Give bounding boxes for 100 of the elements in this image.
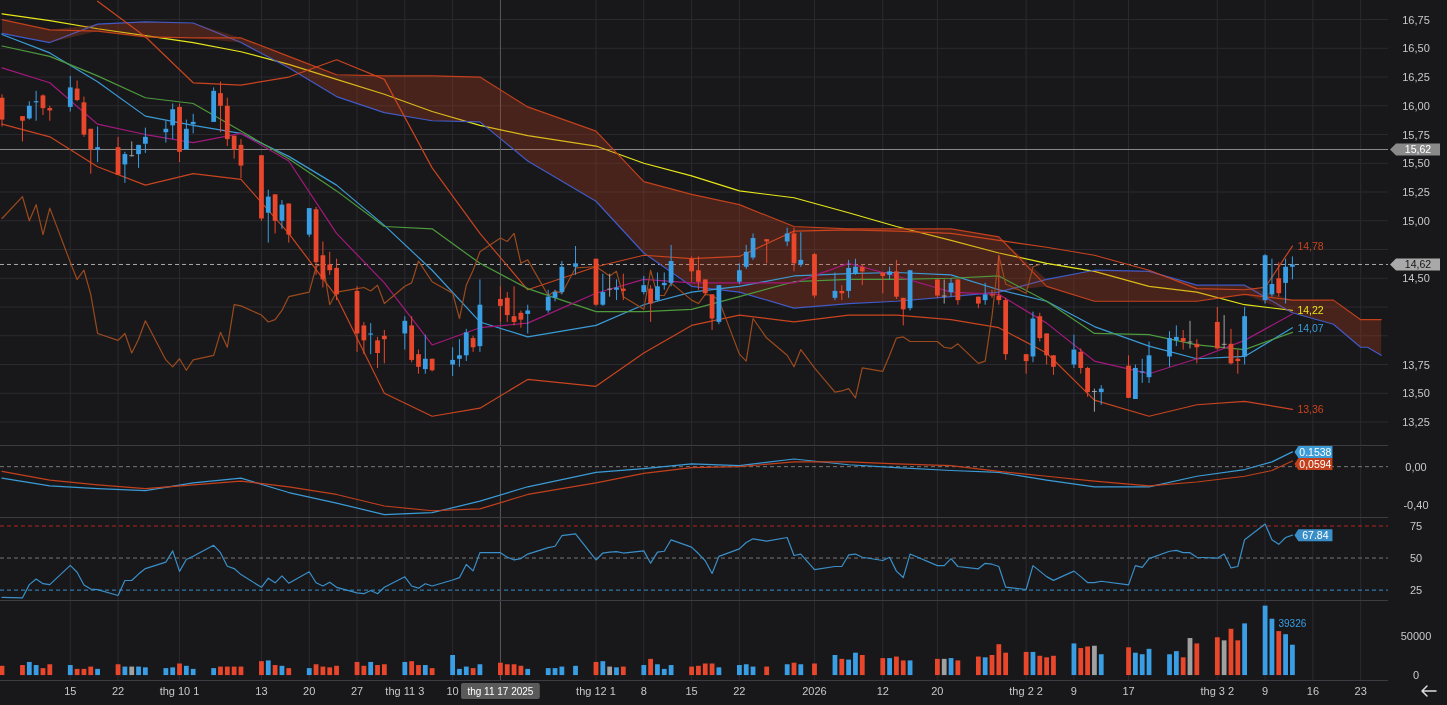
bar: [1044, 657, 1050, 676]
bar: [334, 665, 339, 676]
candlestick: [88, 128, 94, 175]
bar: [1126, 647, 1131, 676]
bar: [368, 661, 374, 676]
candlestick: [1290, 255, 1295, 280]
bar: [47, 664, 53, 676]
y-tick-label: 15,50: [1402, 157, 1430, 170]
candlestick: [859, 263, 865, 286]
x-tick-label: 16: [1306, 685, 1320, 697]
bar: [1139, 654, 1145, 676]
bar: [1167, 654, 1172, 676]
bar: [183, 665, 189, 676]
bar: [231, 666, 237, 676]
candlestick: [1092, 388, 1097, 413]
bar: [573, 665, 578, 676]
bar: [812, 663, 817, 676]
candlestick: [784, 227, 790, 247]
y-tick-label: 13,50: [1402, 387, 1430, 400]
candlestick: [641, 275, 647, 295]
candlestick: [1283, 258, 1288, 305]
x-tick-label: thg 3 2: [1200, 685, 1235, 697]
bar: [142, 667, 148, 676]
bar: [1098, 654, 1104, 676]
y-tick-label: -0,40: [1403, 499, 1429, 512]
candlestick: [525, 304, 531, 334]
candlestick: [142, 127, 148, 154]
bar: [1276, 631, 1282, 676]
x-tick-label: thg 10 1: [159, 685, 200, 697]
x-tick-label: 17: [1122, 685, 1135, 697]
bar: [1214, 637, 1220, 676]
ref-line-label: thg 11 17 2025: [467, 685, 534, 697]
candlestick: [1078, 347, 1084, 375]
candlestick: [736, 262, 742, 285]
bar: [525, 668, 531, 676]
candlestick: [607, 273, 613, 298]
bar: [900, 660, 906, 676]
candlestick: [620, 273, 626, 301]
y-tick-label: 50000: [1400, 630, 1432, 643]
bar: [224, 666, 230, 676]
candlestick: [648, 284, 654, 323]
y-tick-label: 0: [1412, 669, 1420, 682]
x-tick-label: 15: [685, 685, 698, 697]
data-label: 14,78: [1297, 240, 1324, 253]
x-tick-label: 9: [1262, 685, 1269, 697]
bar: [641, 665, 647, 676]
bar: [381, 664, 387, 676]
bar: [33, 665, 39, 676]
bar: [880, 658, 886, 676]
y-tick-label: 25: [1409, 584, 1423, 597]
x-tick-label: 8: [640, 685, 647, 697]
candlestick: [0, 93, 5, 127]
bar: [894, 656, 899, 676]
candlestick: [982, 282, 988, 306]
bar: [1283, 634, 1288, 676]
bar: [170, 667, 176, 676]
candlestick: [450, 346, 456, 377]
bar: [1023, 651, 1029, 676]
candlestick: [422, 334, 428, 375]
bar: [689, 666, 694, 676]
candlestick: [1098, 384, 1104, 406]
bar: [784, 664, 790, 676]
candlestick: [20, 115, 25, 142]
x-tick-label: thg 12 1: [576, 685, 616, 697]
bar: [839, 658, 845, 676]
candlestick: [941, 278, 947, 305]
candlestick: [463, 328, 469, 362]
bar: [887, 658, 892, 676]
x-tick-label: thg 11 3: [385, 685, 425, 697]
bar: [95, 668, 100, 676]
ref-line-label: 14,62: [1404, 258, 1432, 271]
candlestick: [183, 119, 189, 150]
x-tick-label: 10: [446, 685, 459, 697]
bar: [975, 656, 981, 676]
bar: [88, 666, 94, 676]
candlestick: [381, 329, 387, 364]
candlestick: [67, 75, 73, 113]
bar: [655, 664, 660, 676]
candlestick: [170, 102, 176, 140]
bar: [859, 655, 865, 676]
y-tick-label: 50: [1409, 552, 1423, 565]
candlestick: [361, 321, 367, 355]
bar: [702, 663, 708, 676]
bar: [498, 662, 503, 676]
candlestick: [900, 297, 906, 326]
bar: [661, 668, 667, 676]
candlestick: [655, 272, 660, 302]
x-tick-label: 2026: [802, 685, 827, 697]
bar: [1235, 640, 1241, 676]
bar: [736, 665, 742, 676]
candlestick: [614, 278, 619, 301]
candlestick: [402, 315, 408, 351]
candlestick: [764, 238, 770, 264]
x-tick-label: 22: [733, 685, 746, 697]
y-tick-label: 14,50: [1402, 272, 1430, 285]
candlestick: [1276, 261, 1282, 298]
bar: [429, 668, 435, 676]
bar: [409, 661, 415, 676]
bar: [607, 666, 613, 676]
bar: [504, 664, 510, 676]
